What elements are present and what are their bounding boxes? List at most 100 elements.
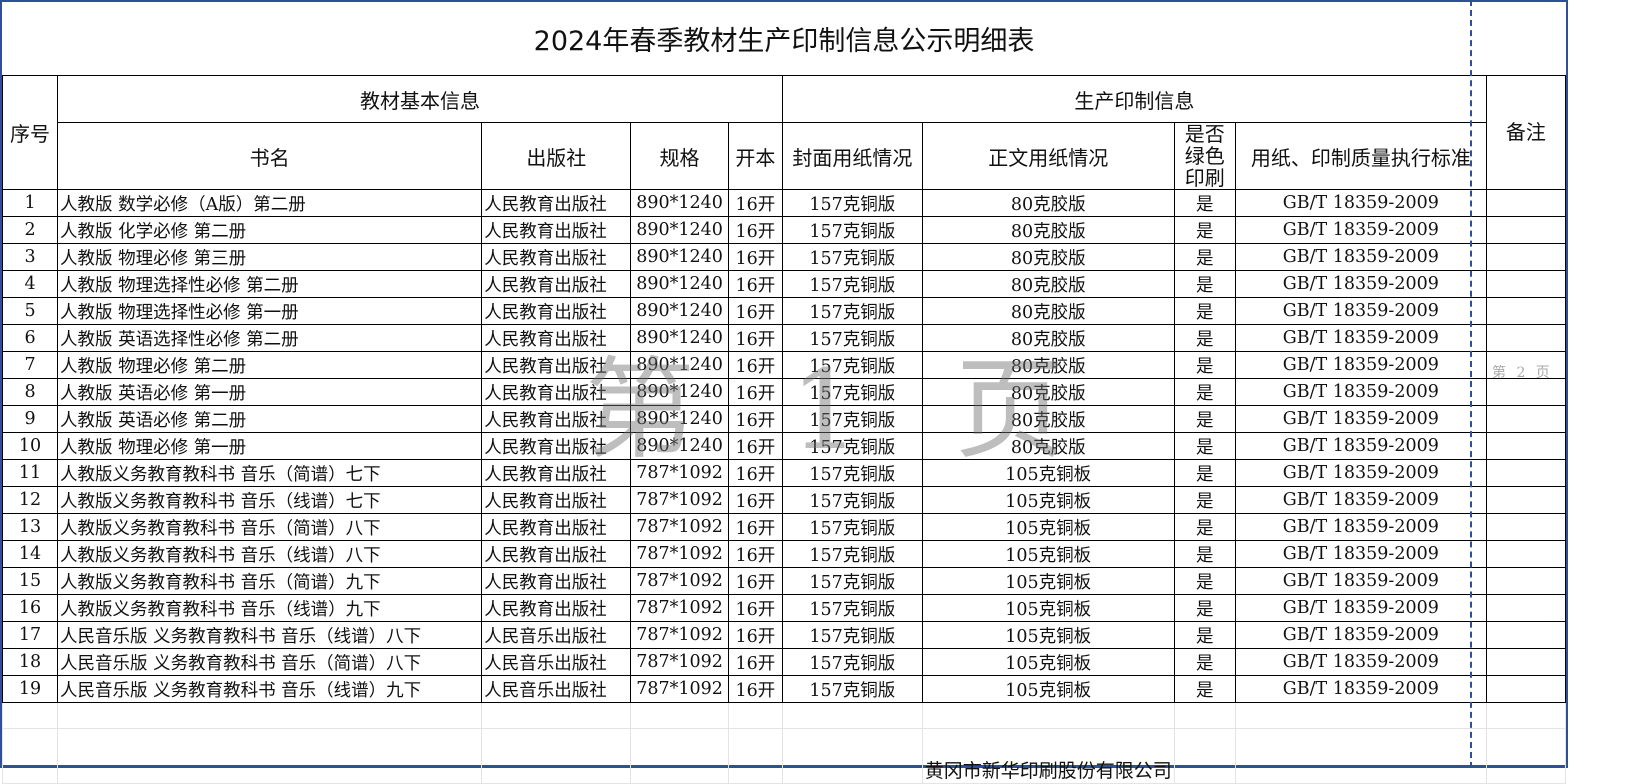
cell-body-paper[interactable]: 105克铜板 xyxy=(921,567,1175,595)
cell-format[interactable]: 16开 xyxy=(727,351,784,379)
empty-cell[interactable] xyxy=(1234,702,1487,729)
header-basic-info[interactable]: 教材基本信息 xyxy=(57,75,783,123)
cell-book-name[interactable]: 人教版 物理必修 第二册 xyxy=(57,351,483,379)
cell-seq[interactable]: 16 xyxy=(1,594,59,622)
cell-format[interactable]: 16开 xyxy=(727,378,784,406)
empty-cell[interactable] xyxy=(630,728,729,784)
cell-spec[interactable]: 890*1240 xyxy=(630,297,729,325)
cell-standard[interactable]: GB/T 18359-2009 xyxy=(1234,405,1487,433)
cell-body-paper[interactable]: 80克胶版 xyxy=(921,216,1175,244)
cell-green-print[interactable]: 是 xyxy=(1173,621,1236,649)
cell-standard[interactable]: GB/T 18359-2009 xyxy=(1234,351,1487,379)
cell-cover-paper[interactable]: 157克铜版 xyxy=(782,324,923,352)
header-cover-paper[interactable]: 封面用纸情况 xyxy=(782,122,923,190)
cell-book-name[interactable]: 人教版 英语选择性必修 第二册 xyxy=(57,324,483,352)
cell-green-print[interactable]: 是 xyxy=(1173,216,1236,244)
empty-cell[interactable] xyxy=(481,728,632,784)
cell-publisher[interactable]: 人民教育出版社 xyxy=(481,567,632,595)
cell-cover-paper[interactable]: 157克铜版 xyxy=(782,459,923,487)
cell-body-paper[interactable]: 80克胶版 xyxy=(921,378,1175,406)
empty-cell[interactable] xyxy=(727,702,784,729)
cell-cover-paper[interactable]: 157克铜版 xyxy=(782,378,923,406)
cell-book-name[interactable]: 人教版 英语必修 第一册 xyxy=(57,378,483,406)
cell-body-paper[interactable]: 80克胶版 xyxy=(921,432,1175,460)
cell-green-print[interactable]: 是 xyxy=(1173,675,1236,703)
cell-seq[interactable]: 9 xyxy=(1,405,59,433)
cell-body-paper[interactable]: 80克胶版 xyxy=(921,297,1175,325)
cell-body-paper[interactable]: 80克胶版 xyxy=(921,243,1175,271)
cell-seq[interactable]: 10 xyxy=(1,432,59,460)
cell-remark[interactable] xyxy=(1485,297,1567,325)
cell-standard[interactable]: GB/T 18359-2009 xyxy=(1234,243,1487,271)
cell-publisher[interactable]: 人民教育出版社 xyxy=(481,324,632,352)
cell-seq[interactable]: 7 xyxy=(1,351,59,379)
cell-green-print[interactable]: 是 xyxy=(1173,324,1236,352)
cell-book-name[interactable]: 人教版 物理选择性必修 第二册 xyxy=(57,270,483,298)
cell-cover-paper[interactable]: 157克铜版 xyxy=(782,297,923,325)
cell-publisher[interactable]: 人民教育出版社 xyxy=(481,486,632,514)
cell-remark[interactable] xyxy=(1485,621,1567,649)
cell-standard[interactable]: GB/T 18359-2009 xyxy=(1234,324,1487,352)
cell-publisher[interactable]: 人民教育出版社 xyxy=(481,189,632,217)
cell-body-paper[interactable]: 105克铜板 xyxy=(921,675,1175,703)
header-green-print[interactable]: 是否绿色印刷 xyxy=(1173,122,1236,190)
empty-cell[interactable] xyxy=(481,702,632,729)
page-break-line[interactable] xyxy=(1470,0,1472,768)
cell-remark[interactable] xyxy=(1485,540,1567,568)
cell-format[interactable]: 16开 xyxy=(727,567,784,595)
cell-standard[interactable]: GB/T 18359-2009 xyxy=(1234,621,1487,649)
cell-body-paper[interactable]: 105克铜板 xyxy=(921,540,1175,568)
cell-cover-paper[interactable]: 157克铜版 xyxy=(782,486,923,514)
cell-format[interactable]: 16开 xyxy=(727,270,784,298)
cell-spec[interactable]: 787*1092 xyxy=(630,486,729,514)
cell-cover-paper[interactable]: 157克铜版 xyxy=(782,351,923,379)
cell-format[interactable]: 16开 xyxy=(727,648,784,676)
empty-cell[interactable] xyxy=(1,702,59,729)
cell-spec[interactable]: 890*1240 xyxy=(630,189,729,217)
cell-standard[interactable]: GB/T 18359-2009 xyxy=(1234,459,1487,487)
cell-remark[interactable] xyxy=(1485,405,1567,433)
cell-format[interactable]: 16开 xyxy=(727,621,784,649)
cell-seq[interactable]: 2 xyxy=(1,216,59,244)
empty-cell[interactable] xyxy=(782,728,923,784)
empty-cell[interactable] xyxy=(630,702,729,729)
empty-cell[interactable] xyxy=(57,728,483,784)
cell-remark[interactable] xyxy=(1485,216,1567,244)
header-production-info[interactable]: 生产印制信息 xyxy=(782,75,1487,123)
cell-publisher[interactable]: 人民音乐出版社 xyxy=(481,648,632,676)
cell-publisher[interactable]: 人民教育出版社 xyxy=(481,432,632,460)
cell-seq[interactable]: 5 xyxy=(1,297,59,325)
cell-seq[interactable]: 13 xyxy=(1,513,59,541)
cell-spec[interactable]: 890*1240 xyxy=(630,216,729,244)
cell-spec[interactable]: 890*1240 xyxy=(630,405,729,433)
cell-body-paper[interactable]: 105克铜板 xyxy=(921,648,1175,676)
cell-body-paper[interactable]: 80克胶版 xyxy=(921,351,1175,379)
cell-book-name[interactable]: 人教版 物理选择性必修 第一册 xyxy=(57,297,483,325)
cell-format[interactable]: 16开 xyxy=(727,243,784,271)
cell-green-print[interactable]: 是 xyxy=(1173,513,1236,541)
cell-seq[interactable]: 19 xyxy=(1,675,59,703)
cell-publisher[interactable]: 人民教育出版社 xyxy=(481,594,632,622)
cell-seq[interactable]: 18 xyxy=(1,648,59,676)
cell-green-print[interactable]: 是 xyxy=(1173,648,1236,676)
cell-seq[interactable]: 4 xyxy=(1,270,59,298)
cell-spec[interactable]: 787*1092 xyxy=(630,675,729,703)
cell-green-print[interactable]: 是 xyxy=(1173,432,1236,460)
cell-standard[interactable]: GB/T 18359-2009 xyxy=(1234,594,1487,622)
header-publisher[interactable]: 出版社 xyxy=(481,122,632,190)
cell-seq[interactable]: 1 xyxy=(1,189,59,217)
header-book-name[interactable]: 书名 xyxy=(57,122,483,190)
cell-format[interactable]: 16开 xyxy=(727,432,784,460)
cell-book-name[interactable]: 人教版义务教育教科书 音乐（简谱）七下 xyxy=(57,459,483,487)
cell-cover-paper[interactable]: 157克铜版 xyxy=(782,567,923,595)
cell-green-print[interactable]: 是 xyxy=(1173,405,1236,433)
cell-publisher[interactable]: 人民音乐出版社 xyxy=(481,621,632,649)
cell-spec[interactable]: 890*1240 xyxy=(630,243,729,271)
cell-format[interactable]: 16开 xyxy=(727,513,784,541)
cell-publisher[interactable]: 人民教育出版社 xyxy=(481,405,632,433)
cell-spec[interactable]: 787*1092 xyxy=(630,540,729,568)
cell-cover-paper[interactable]: 157克铜版 xyxy=(782,621,923,649)
cell-cover-paper[interactable]: 157克铜版 xyxy=(782,540,923,568)
cell-format[interactable]: 16开 xyxy=(727,675,784,703)
cell-green-print[interactable]: 是 xyxy=(1173,594,1236,622)
